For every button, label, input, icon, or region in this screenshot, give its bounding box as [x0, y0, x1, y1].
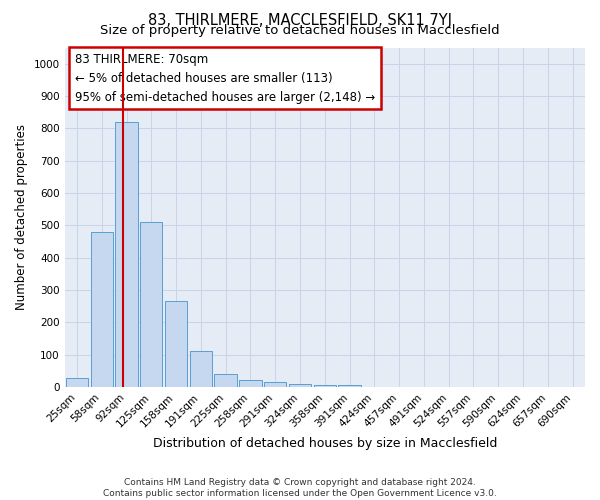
Text: Contains HM Land Registry data © Crown copyright and database right 2024.
Contai: Contains HM Land Registry data © Crown c…: [103, 478, 497, 498]
Bar: [190, 352, 212, 387]
Bar: [91, 232, 113, 387]
Bar: [165, 302, 187, 387]
X-axis label: Distribution of detached houses by size in Macclesfield: Distribution of detached houses by size …: [152, 437, 497, 450]
Y-axis label: Number of detached properties: Number of detached properties: [15, 124, 28, 310]
Bar: [66, 378, 88, 387]
Bar: [264, 382, 286, 387]
Text: Size of property relative to detached houses in Macclesfield: Size of property relative to detached ho…: [100, 24, 500, 37]
Bar: [338, 386, 361, 387]
Text: 83 THIRLMERE: 70sqm
← 5% of detached houses are smaller (113)
95% of semi-detach: 83 THIRLMERE: 70sqm ← 5% of detached hou…: [75, 52, 375, 104]
Bar: [140, 222, 163, 387]
Text: 83, THIRLMERE, MACCLESFIELD, SK11 7YJ: 83, THIRLMERE, MACCLESFIELD, SK11 7YJ: [148, 12, 452, 28]
Bar: [239, 380, 262, 387]
Bar: [289, 384, 311, 387]
Bar: [214, 374, 237, 387]
Bar: [115, 122, 137, 387]
Bar: [314, 386, 336, 387]
